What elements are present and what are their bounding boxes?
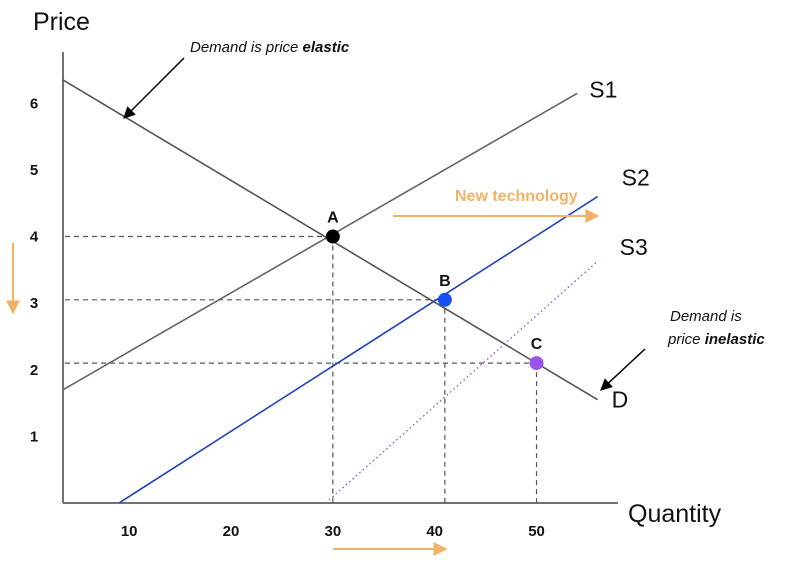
series-line-s2 [118, 195, 599, 504]
equilibrium-point-b [437, 292, 452, 307]
equilibrium-label-a: A [327, 210, 339, 227]
x-tick-label-10: 10 [121, 523, 138, 540]
y-tick-label-4: 4 [30, 229, 39, 246]
equilibrium-label-c: C [531, 336, 543, 353]
x-tick-label-20: 20 [223, 523, 240, 540]
y-axis-label: Price [33, 8, 90, 36]
equilibrium-points: A B C [325, 210, 544, 371]
inelastic-annotation-line2: price inelastic [667, 331, 765, 348]
x-tick-label-30: 30 [325, 523, 342, 540]
series-line-s1 [62, 92, 578, 391]
equilibrium-point-c [529, 356, 544, 371]
series-label-d: D [612, 387, 629, 413]
elastic-arrow [123, 57, 185, 119]
series-line-s3 [325, 260, 599, 504]
new-technology-label: New technology [455, 188, 578, 205]
equilibrium-label-b: B [439, 273, 451, 290]
series-label-s3: S3 [620, 234, 648, 260]
y-tick-label-2: 2 [30, 362, 38, 379]
inelastic-prefix: price [667, 331, 705, 348]
elastic-prefix: Demand is price [190, 39, 303, 56]
tick-labels: 10 20 30 40 50 1 2 3 4 5 6 [30, 95, 545, 540]
elastic-annotation: Demand is price elastic [190, 39, 350, 56]
elastic-bold: elastic [303, 39, 350, 56]
inelastic-annotation-line1: Demand is [670, 308, 742, 325]
y-tick-label-3: 3 [30, 295, 38, 312]
inelastic-arrow [600, 348, 646, 391]
series-label-s2: S2 [622, 165, 650, 191]
y-tick-label-6: 6 [30, 95, 38, 112]
equilibrium-point-a [325, 229, 340, 244]
guide-lines [65, 235, 538, 503]
inelastic-bold: inelastic [705, 331, 766, 348]
x-axis-label: Quantity [628, 500, 722, 528]
series-label-s1: S1 [589, 76, 617, 102]
x-tick-label-50: 50 [528, 523, 545, 540]
y-tick-label-5: 5 [30, 162, 38, 179]
series-lines: S1 S2 S3 D [62, 76, 650, 504]
x-tick-label-40: 40 [426, 523, 443, 540]
y-tick-label-1: 1 [30, 428, 38, 445]
